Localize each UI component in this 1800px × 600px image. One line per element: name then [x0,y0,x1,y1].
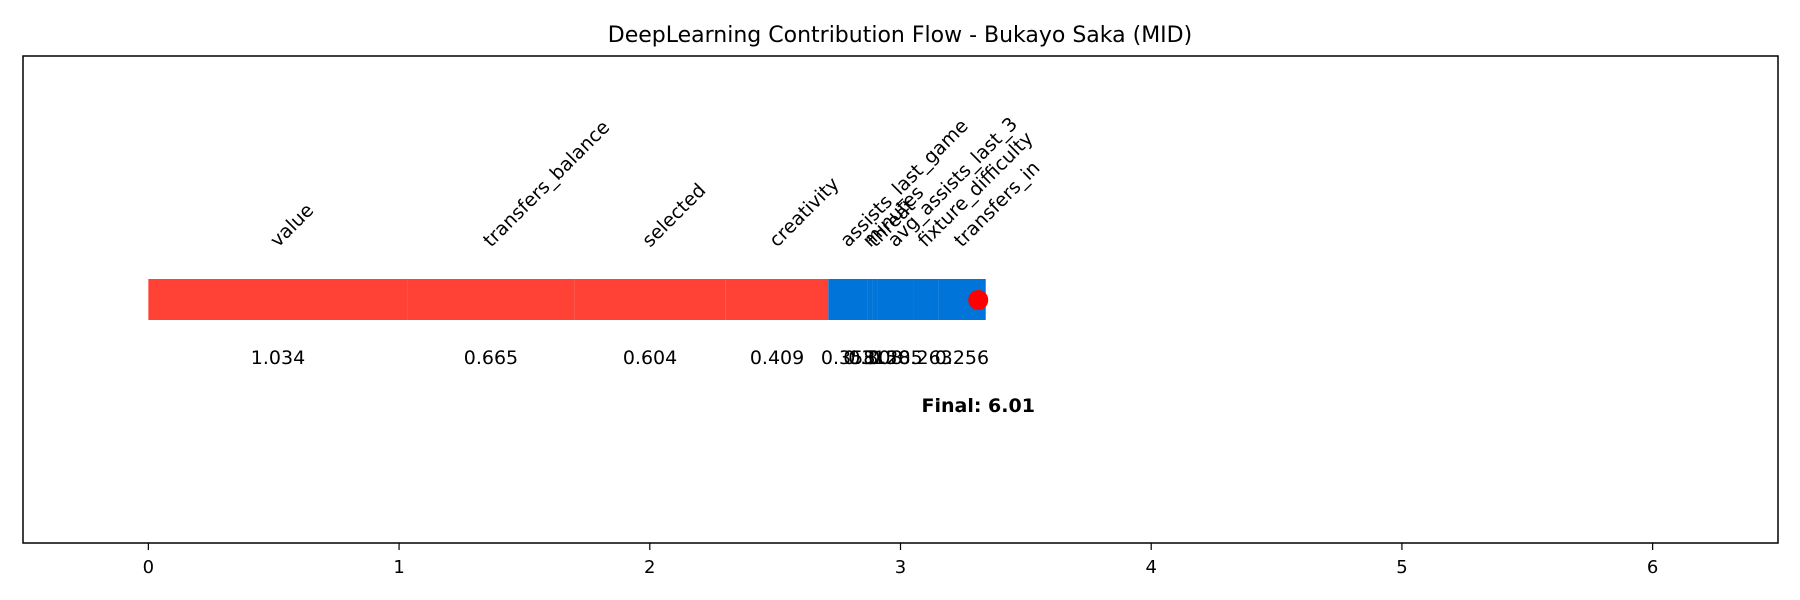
value-label-avg-assists-last-3: 0.285 [868,347,922,369]
feature-label-transfers-balance: transfers_balance [479,116,614,251]
feature-label-creativity: creativity [765,173,844,252]
x-axis: 0 1 2 3 4 5 6 [143,543,1658,578]
feature-label-value: value [266,199,318,251]
value-label-creativity: 0.409 [750,347,804,369]
x-tick-label-0: 0 [143,557,154,578]
value-label-threat: 0.308 [848,347,902,369]
bar-segment-selected [574,279,726,320]
x-tick-label-4: 4 [1145,557,1156,578]
value-label-selected: 0.604 [623,347,677,369]
feature-label-selected: selected [638,179,710,251]
bar-segment-transfers-balance [407,279,575,320]
final-marker [968,290,989,310]
x-tick-label-1: 1 [393,557,404,578]
bars-group [148,279,986,320]
feature-labels-group: value transfers_balance selected creativity… [266,113,1045,251]
x-tick-label-5: 5 [1396,557,1407,578]
value-label-value: 1.034 [251,347,305,369]
value-label-fixture-difficulty: 0.263 [898,347,952,369]
bar-segment-minutes [867,279,873,320]
bar-segment-assists-last-game [828,279,868,320]
chart-title: DeepLearning Contribution Flow - Bukayo … [608,23,1192,48]
value-label-assists-last-game: 0.358 [821,347,875,369]
value-label-minutes: 0.315 [843,347,897,369]
bar-segment-fixture-difficulty [913,279,939,320]
x-tick-label-2: 2 [644,557,655,578]
value-labels-group: 1.034 0.665 0.604 0.409 0.3580.3150.3080.285… [251,347,989,369]
bar-segment-value [148,279,408,320]
value-label-transfers-balance: 0.665 [464,347,518,369]
bar-segment-creativity [725,279,829,320]
final-label: Final: 6.01 [921,395,1034,417]
value-label-transfers-in: 0.256 [935,347,989,369]
x-tick-label-6: 6 [1647,557,1658,578]
bar-segment-threat [872,279,878,320]
bar-segment-avg-assists-last-3 [877,279,914,320]
x-tick-label-3: 3 [895,557,906,578]
